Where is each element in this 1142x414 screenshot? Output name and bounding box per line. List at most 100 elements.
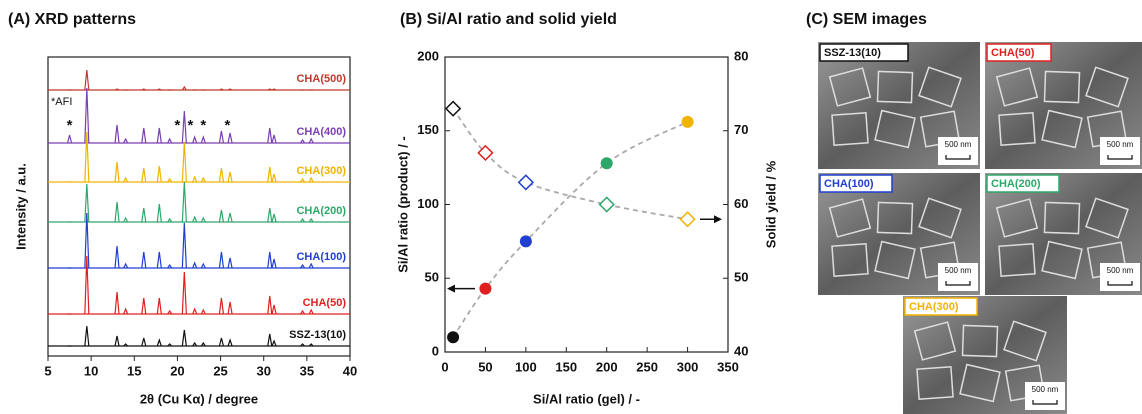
series-label: CHA(300) xyxy=(296,165,346,177)
series-label: CHA(100) xyxy=(296,251,346,263)
peak xyxy=(308,137,314,144)
sem-crystal xyxy=(874,240,916,280)
trend-line xyxy=(452,121,688,338)
peak xyxy=(308,176,314,183)
point xyxy=(600,157,613,170)
point xyxy=(477,144,494,162)
peak xyxy=(308,308,314,315)
sem-label-box xyxy=(986,43,1052,62)
trend-line xyxy=(452,108,688,221)
peak xyxy=(114,335,120,347)
sem-crystal xyxy=(1085,197,1129,239)
peak xyxy=(218,297,225,315)
scale-box xyxy=(1100,263,1140,291)
y2-axis-label: Solid yield / % xyxy=(763,160,778,248)
sem-crystal xyxy=(995,198,1039,238)
peak xyxy=(84,212,90,269)
sem-crystal xyxy=(831,243,869,277)
sem-crystal xyxy=(874,109,916,149)
peak xyxy=(192,215,198,223)
scale-bar xyxy=(1107,155,1133,160)
peak xyxy=(267,207,273,223)
point xyxy=(444,100,462,117)
peak xyxy=(227,338,233,347)
annotation-marker: * xyxy=(187,117,193,134)
y2-tick-label: 80 xyxy=(734,48,748,63)
peak xyxy=(218,130,225,144)
peak xyxy=(84,183,90,223)
sem-label-box xyxy=(904,297,978,316)
sem-crystal xyxy=(876,70,914,104)
y2-tick-label: 40 xyxy=(734,343,748,358)
peak xyxy=(167,309,173,315)
peak xyxy=(192,341,198,347)
peak xyxy=(267,333,273,347)
x-axis-label: 2θ (Cu Kα) / degree xyxy=(140,391,258,406)
sem-crystal xyxy=(1043,201,1081,235)
peak xyxy=(227,257,233,269)
panel-title: (C) SEM images xyxy=(806,11,927,28)
peak xyxy=(271,88,277,91)
plot-frame xyxy=(444,56,729,353)
peak xyxy=(141,251,147,269)
point xyxy=(598,196,615,213)
peak xyxy=(200,135,206,144)
peak xyxy=(267,295,273,315)
series-label: CHA(400) xyxy=(296,126,346,138)
annotation-marker: * xyxy=(67,117,73,134)
peak xyxy=(84,87,90,144)
sem-label-box xyxy=(819,43,909,62)
panel-title: (B) Si/Al ratio and solid yield xyxy=(400,11,617,28)
y2-tick-label: 60 xyxy=(734,196,748,211)
peak xyxy=(167,177,173,183)
annotation-marker: * xyxy=(175,117,181,134)
annotation-marker: * xyxy=(200,117,206,134)
peak xyxy=(200,262,206,269)
peak xyxy=(218,251,225,269)
scale-bar xyxy=(1107,281,1133,286)
scale-bar xyxy=(945,155,971,160)
peak xyxy=(218,209,225,223)
peak xyxy=(192,307,198,315)
y-tick-label: 150 xyxy=(417,122,439,137)
peak xyxy=(181,85,187,91)
peak xyxy=(300,309,306,315)
peak xyxy=(84,255,90,315)
peak xyxy=(123,307,129,315)
scale-box xyxy=(1025,382,1065,410)
x-tick-label: 50 xyxy=(478,359,492,374)
y-tick-label: 200 xyxy=(417,48,439,63)
scale-bar xyxy=(1032,400,1058,405)
sem-label-box xyxy=(819,174,893,193)
peak xyxy=(123,262,129,269)
scale-label: 500 nm xyxy=(1107,140,1134,149)
point xyxy=(517,174,534,191)
peak xyxy=(192,175,198,183)
peak xyxy=(300,217,306,223)
peak xyxy=(267,127,273,144)
sem-crystal xyxy=(1003,320,1047,362)
peak xyxy=(156,338,162,347)
peak xyxy=(123,176,129,183)
sem-label: CHA(100) xyxy=(824,178,874,190)
peak xyxy=(200,216,206,223)
peak xyxy=(123,216,129,223)
peak xyxy=(227,171,233,183)
peak xyxy=(227,132,233,144)
x-tick-label: 150 xyxy=(555,359,577,374)
x-tick-label: 25 xyxy=(213,363,227,378)
peak xyxy=(271,258,277,269)
peak xyxy=(267,166,273,183)
peak xyxy=(114,245,120,269)
peak xyxy=(300,343,305,347)
peak xyxy=(227,88,233,91)
x-tick-label: 0 xyxy=(441,359,448,374)
peak xyxy=(219,88,224,91)
y-tick-label: 50 xyxy=(425,270,439,285)
sem-crystal xyxy=(918,197,962,239)
sem-crystal xyxy=(1041,240,1083,280)
peak xyxy=(141,127,147,144)
peak xyxy=(66,134,73,144)
peak xyxy=(267,88,273,91)
sem-crystal xyxy=(995,67,1039,107)
